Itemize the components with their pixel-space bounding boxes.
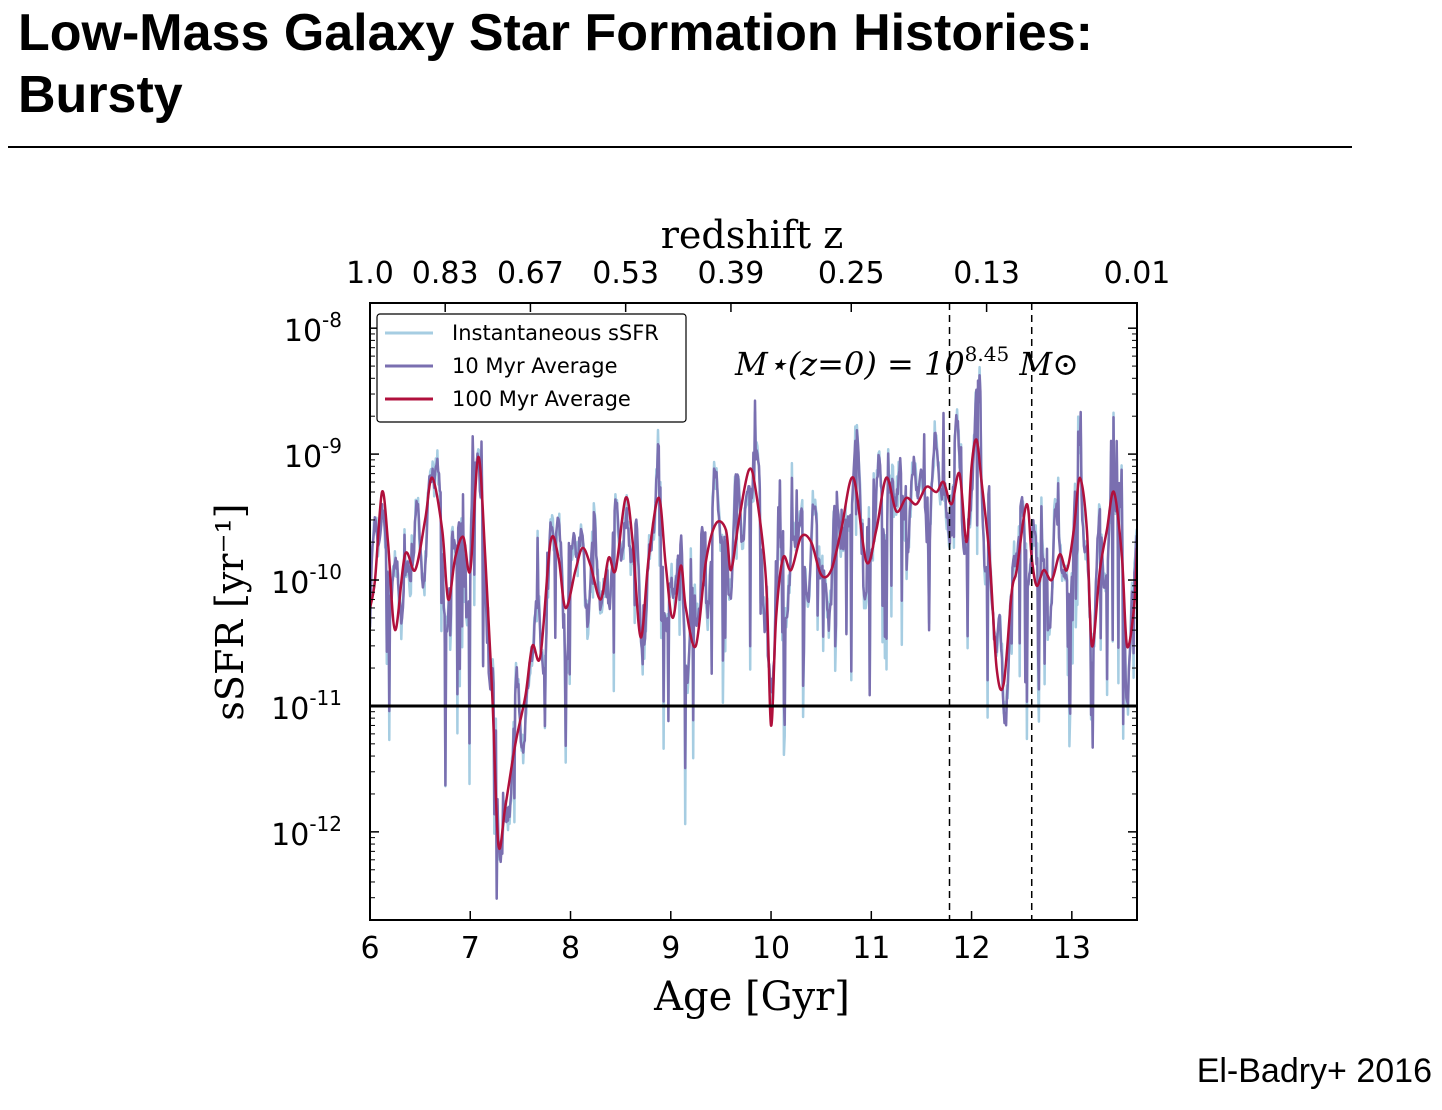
legend-label-100myr: 100 Myr Average: [452, 387, 631, 411]
slide-title-line-1: Low-Mass Galaxy Star Formation Histories…: [18, 4, 1093, 62]
mass-annotation: M⋆(z=0) = 108.45 M⊙: [734, 342, 1079, 383]
legend-label-instantaneous: Instantaneous sSFR: [452, 321, 659, 345]
y-tick-label: 10-8: [284, 308, 342, 349]
x-tick-label: 12: [952, 931, 990, 966]
legend: Instantaneous sSFR 10 Myr Average 100 My…: [376, 313, 687, 423]
y-tick-label: 10-11: [271, 686, 342, 727]
top-tick-label: 0.53: [592, 256, 659, 291]
slide-title-line-2: Bursty: [18, 66, 183, 124]
reference-lines: [370, 303, 1137, 920]
legend-box: [376, 313, 687, 423]
top-tick-label: 0.25: [818, 256, 885, 291]
top-tick-label: 0.39: [698, 256, 765, 291]
x-tick-label: 13: [1053, 931, 1091, 966]
svg-text:M⋆(z=0) = 108.45 M⊙: M⋆(z=0) = 108.45 M⊙: [734, 342, 1079, 383]
y-tick-label: 10-9: [284, 434, 342, 475]
x-tick-label: 8: [561, 931, 580, 966]
series-line-100myr: [370, 438, 1137, 850]
legend-label-10myr: 10 Myr Average: [452, 354, 618, 378]
series-line-10myr: [370, 374, 1137, 900]
y-axis-label: sSFR [yr⁻¹]: [208, 503, 252, 720]
y-tick-label: 10-10: [271, 560, 342, 601]
x-tick-label: 9: [661, 931, 680, 966]
x-tick-label: 7: [461, 931, 480, 966]
x-tick-label: 10: [752, 931, 790, 966]
top-axis-label: redshift z: [661, 213, 844, 257]
top-tick-label: 0.01: [1104, 256, 1171, 291]
mass-annotation-exponent: 8.45: [965, 342, 1010, 366]
y-tick-label: 10-12: [271, 812, 342, 853]
top-tick-label: 0.13: [953, 256, 1020, 291]
title-divider: [8, 146, 1352, 148]
plot-frame: [369, 302, 1138, 921]
top-tick-label: 0.67: [497, 256, 564, 291]
slide-title: Low-Mass Galaxy Star Formation Histories…: [18, 2, 1358, 126]
x-axis-label: Age [Gyr]: [653, 974, 850, 1020]
top-tick-label: 0.83: [412, 256, 479, 291]
mass-annotation-main: M⋆(z=0) = 10: [734, 345, 965, 383]
noisy-series-layer: [370, 365, 1137, 900]
mass-annotation-unit: M⊙: [1009, 345, 1079, 383]
x-tick-label: 11: [852, 931, 890, 966]
citation: El-Badry+ 2016: [1196, 1052, 1432, 1090]
axis-ticks: 6 7 8 9 10 11 12 13 1.0 0.83 0.67 0.53 0.39 0.25 0.13 0…: [271, 256, 1170, 966]
avg100-series-layer: [370, 438, 1137, 850]
x-tick-label: 6: [360, 931, 379, 966]
top-tick-label: 1.0: [346, 256, 394, 291]
